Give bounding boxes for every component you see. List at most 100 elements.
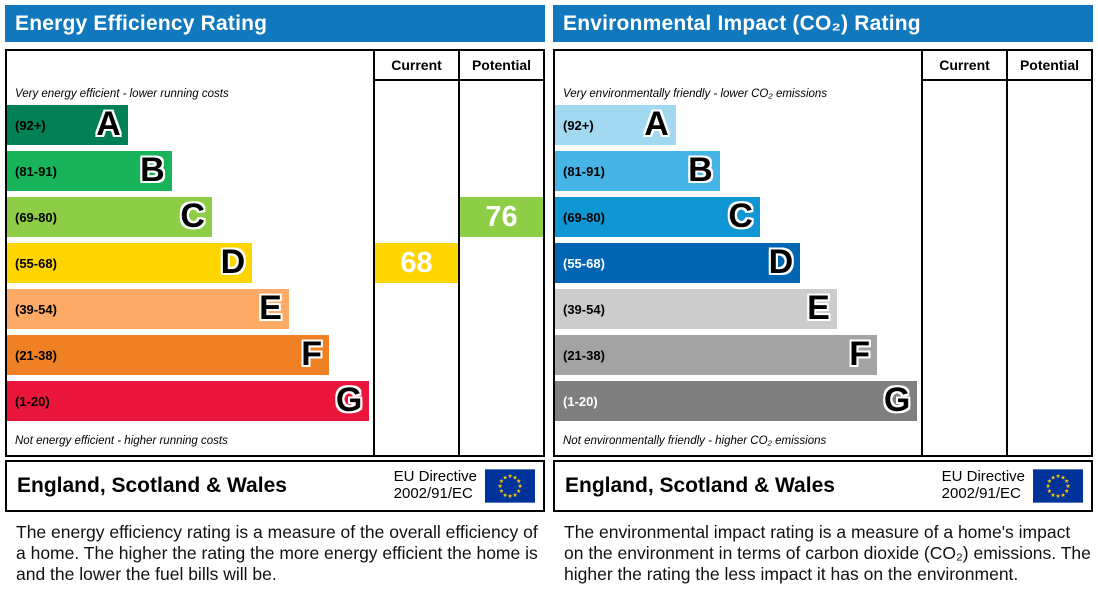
band-range-label: (55-68) bbox=[563, 255, 605, 271]
eu-flag-icon: ★ ★★★★★★★★★★★ bbox=[1033, 469, 1083, 503]
environmental-impact-chart: Current Potential Very environmentally f… bbox=[553, 49, 1093, 457]
band-letter: C bbox=[180, 196, 205, 235]
svg-text:★: ★ bbox=[512, 492, 517, 499]
chart-body: Very energy efficient - lower running co… bbox=[7, 81, 543, 455]
band-letter: G bbox=[335, 380, 363, 419]
chart-description: The environmental impact rating is a mea… bbox=[564, 522, 1091, 584]
environmental-impact-title-bar: Environmental Impact (CO₂) Rating bbox=[553, 5, 1093, 42]
eu-directive-line1: EU Directive bbox=[941, 468, 1025, 486]
potential-column-header: Potential bbox=[1006, 51, 1091, 81]
top-note: Very environmentally friendly - lower CO… bbox=[563, 88, 828, 100]
band-range-label: (81-91) bbox=[15, 163, 57, 179]
band-range-label: (21-38) bbox=[563, 347, 605, 363]
chart-title: Energy Efficiency Rating bbox=[15, 11, 268, 35]
band-letter: D bbox=[220, 242, 246, 281]
band-letter: A bbox=[96, 104, 121, 143]
band-range-label: (92+) bbox=[15, 117, 46, 133]
band-range-label: (21-38) bbox=[15, 347, 57, 363]
band-letter: A bbox=[644, 104, 669, 143]
svg-text:★: ★ bbox=[1050, 492, 1055, 499]
band-row-d: (55-68) D bbox=[555, 243, 921, 283]
band-row-d: (55-68) D bbox=[7, 243, 373, 283]
band-row-f: (21-38) F bbox=[7, 335, 373, 375]
bands: (92+) A (81-91) B (69-80) C (55-68) D (39-54) E (2… bbox=[7, 105, 373, 421]
potential-column: 76 bbox=[458, 81, 543, 455]
band-bar-a: (92+) A bbox=[555, 105, 676, 145]
region-label: England, Scotland & Wales bbox=[17, 474, 287, 497]
svg-text:★: ★ bbox=[516, 478, 521, 485]
band-bar-a: (92+) A bbox=[7, 105, 128, 145]
band-bar-e: (39-54) E bbox=[555, 289, 837, 329]
chart-footer: England, Scotland & Wales EU Directive 2… bbox=[553, 460, 1093, 512]
svg-text:★: ★ bbox=[497, 483, 502, 490]
region-label: England, Scotland & Wales bbox=[565, 474, 835, 497]
column-header-spacer bbox=[7, 51, 373, 81]
chart-body: Very environmentally friendly - lower CO… bbox=[555, 81, 1091, 455]
band-letter: F bbox=[849, 334, 871, 373]
svg-text:★: ★ bbox=[507, 473, 512, 480]
band-bar-f: (21-38) F bbox=[555, 334, 878, 375]
band-bar-b: (81-91) B bbox=[7, 151, 172, 191]
chart-title: Environmental Impact (CO₂) Rating bbox=[563, 11, 921, 35]
svg-text:★: ★ bbox=[507, 493, 512, 500]
current-column-header: Current bbox=[373, 51, 458, 81]
top-note: Very energy efficient - lower running co… bbox=[15, 88, 229, 100]
current-rating-value: 68 bbox=[375, 243, 458, 283]
band-bar-b: (81-91) B bbox=[555, 151, 720, 191]
eu-directive-label: EU Directive 2002/91/EC bbox=[941, 468, 1025, 503]
svg-text:★: ★ bbox=[499, 478, 504, 485]
svg-text:★: ★ bbox=[517, 483, 522, 490]
column-header-row: Current Potential bbox=[555, 51, 1091, 81]
band-range-label: (1-20) bbox=[563, 393, 598, 409]
band-row-b: (81-91) B bbox=[555, 151, 921, 191]
svg-text:★: ★ bbox=[502, 475, 507, 482]
epc-ratings-page: Energy Efficiency Rating Current Potenti… bbox=[5, 5, 1093, 584]
eu-directive-label: EU Directive 2002/91/EC bbox=[393, 468, 477, 503]
band-letter: E bbox=[259, 288, 282, 327]
column-header-row: Current Potential bbox=[7, 51, 543, 81]
band-range-label: (39-54) bbox=[563, 301, 605, 317]
band-row-g: (1-20) G bbox=[7, 381, 373, 421]
svg-text:★: ★ bbox=[1050, 475, 1055, 482]
chart-description: The energy efficiency rating is a measur… bbox=[16, 522, 538, 584]
band-letter: B bbox=[140, 150, 165, 189]
bottom-note: Not energy efficient - higher running co… bbox=[15, 435, 228, 447]
svg-text:★: ★ bbox=[1060, 492, 1065, 499]
band-letter: F bbox=[301, 334, 323, 373]
band-bar-g: (1-20) G bbox=[555, 380, 918, 421]
svg-text:★: ★ bbox=[1047, 488, 1052, 495]
svg-text:★: ★ bbox=[1045, 483, 1050, 490]
svg-text:★: ★ bbox=[1064, 488, 1069, 495]
band-range-label: (1-20) bbox=[15, 393, 50, 409]
current-column: 68 bbox=[373, 81, 458, 455]
current-column-header: Current bbox=[921, 51, 1006, 81]
band-range-label: (69-80) bbox=[563, 209, 605, 225]
band-letter: E bbox=[807, 288, 830, 327]
eu-directive-line1: EU Directive bbox=[393, 468, 477, 486]
svg-text:★: ★ bbox=[516, 488, 521, 495]
svg-text:★: ★ bbox=[1065, 483, 1070, 490]
band-bar-f: (21-38) F bbox=[7, 334, 330, 375]
band-letter: C bbox=[728, 196, 753, 235]
band-letter: G bbox=[883, 380, 911, 419]
band-letter: D bbox=[768, 242, 794, 281]
svg-text:★: ★ bbox=[1047, 478, 1052, 485]
eu-directive-line2: 2002/91/EC bbox=[941, 485, 1021, 502]
band-row-e: (39-54) E bbox=[7, 289, 373, 329]
band-row-c: (69-80) C bbox=[555, 197, 921, 237]
svg-text:★: ★ bbox=[1055, 493, 1060, 500]
band-range-label: (81-91) bbox=[563, 163, 605, 179]
band-range-label: (92+) bbox=[563, 117, 594, 133]
band-bar-c: (69-80) C bbox=[555, 197, 760, 237]
svg-text:★: ★ bbox=[512, 475, 517, 482]
band-row-a: (92+) A bbox=[555, 105, 921, 145]
svg-text:★: ★ bbox=[1060, 475, 1065, 482]
band-range-label: (69-80) bbox=[15, 209, 57, 225]
eu-flag-icon: ★ ★★★★★★★★★★★ bbox=[485, 469, 535, 503]
potential-rating-value: 76 bbox=[460, 197, 543, 237]
current-column bbox=[921, 81, 1006, 455]
band-letter: B bbox=[688, 150, 713, 189]
column-header-spacer bbox=[555, 51, 921, 81]
band-range-label: (55-68) bbox=[15, 255, 57, 271]
band-row-e: (39-54) E bbox=[555, 289, 921, 329]
